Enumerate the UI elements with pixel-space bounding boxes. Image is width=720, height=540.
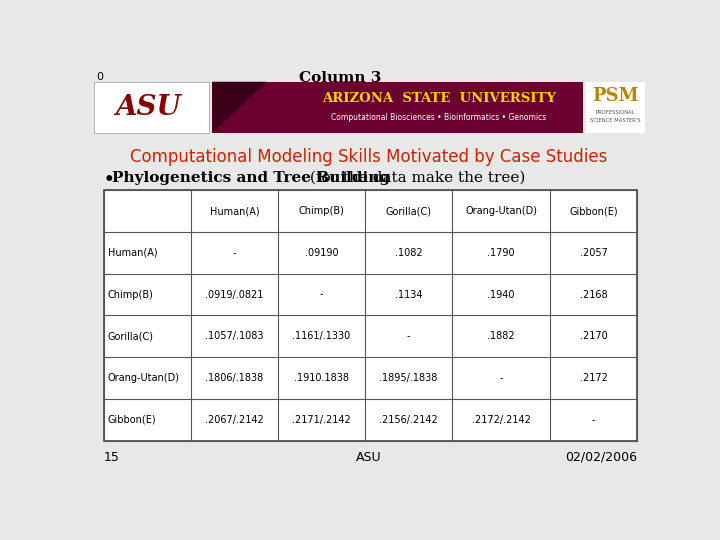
Text: ASU: ASU bbox=[356, 451, 382, 464]
Text: Orang-Utan(D): Orang-Utan(D) bbox=[465, 206, 537, 216]
Text: 15: 15 bbox=[104, 451, 120, 464]
Text: .2172: .2172 bbox=[580, 373, 608, 383]
Text: .0919/.0821: .0919/.0821 bbox=[205, 289, 264, 300]
Text: -: - bbox=[320, 289, 323, 300]
Text: Gorilla(C): Gorilla(C) bbox=[385, 206, 431, 216]
Text: .1790: .1790 bbox=[487, 248, 515, 258]
Text: .2156/.2142: .2156/.2142 bbox=[379, 415, 438, 424]
Text: .2057: .2057 bbox=[580, 248, 608, 258]
Text: ASU: ASU bbox=[115, 93, 181, 120]
Text: Gorilla(C): Gorilla(C) bbox=[108, 331, 154, 341]
Text: .09190: .09190 bbox=[305, 248, 338, 258]
Text: .1895/.1838: .1895/.1838 bbox=[379, 373, 438, 383]
Text: Chimp(B): Chimp(B) bbox=[108, 289, 153, 300]
Text: Chimp(B): Chimp(B) bbox=[299, 206, 344, 216]
Bar bbox=[94, 82, 209, 132]
Text: .1057/.1083: .1057/.1083 bbox=[205, 331, 264, 341]
Bar bbox=[586, 82, 645, 132]
Text: -: - bbox=[233, 248, 236, 258]
Text: .1134: .1134 bbox=[395, 289, 422, 300]
Text: -: - bbox=[592, 415, 595, 424]
Text: Phylogenetics and Tree Building: Phylogenetics and Tree Building bbox=[112, 171, 390, 185]
Text: -: - bbox=[407, 331, 410, 341]
Text: .2170: .2170 bbox=[580, 331, 608, 341]
Text: PROFESSIONAL: PROFESSIONAL bbox=[595, 110, 635, 115]
Text: Orang-Utan(D): Orang-Utan(D) bbox=[108, 373, 180, 383]
Text: 02/02/2006: 02/02/2006 bbox=[565, 451, 637, 464]
Text: .1940: .1940 bbox=[487, 289, 515, 300]
Text: .1082: .1082 bbox=[395, 248, 422, 258]
Text: .2067/.2142: .2067/.2142 bbox=[205, 415, 264, 424]
Text: Computational Modeling Skills Motivated by Case Studies: Computational Modeling Skills Motivated … bbox=[130, 148, 608, 166]
Text: SCIENCE MASTER'S: SCIENCE MASTER'S bbox=[590, 118, 641, 123]
Text: .2171/.2142: .2171/.2142 bbox=[292, 415, 351, 424]
Text: •: • bbox=[104, 171, 114, 189]
Text: .1882: .1882 bbox=[487, 331, 515, 341]
Text: Gibbon(E): Gibbon(E) bbox=[570, 206, 618, 216]
Text: .1161/.1330: .1161/.1330 bbox=[292, 331, 351, 341]
Text: Column 3: Column 3 bbox=[300, 71, 382, 85]
Text: Human(A): Human(A) bbox=[210, 206, 259, 216]
Text: -: - bbox=[499, 373, 503, 383]
Text: .1910.1838: .1910.1838 bbox=[294, 373, 349, 383]
Text: .2168: .2168 bbox=[580, 289, 608, 300]
Text: Gibbon(E): Gibbon(E) bbox=[108, 415, 156, 424]
Text: Human(A): Human(A) bbox=[108, 248, 158, 258]
Text: .2172/.2142: .2172/.2142 bbox=[472, 415, 531, 424]
Text: 0: 0 bbox=[96, 72, 103, 83]
Bar bbox=[104, 190, 637, 441]
Polygon shape bbox=[212, 82, 266, 132]
Text: ARIZONA  STATE  UNIVERSITY: ARIZONA STATE UNIVERSITY bbox=[322, 92, 556, 105]
Bar bbox=[212, 82, 583, 132]
Text: PSM: PSM bbox=[592, 86, 639, 105]
Text: Computational Biosciences • Bioinformatics • Genomics: Computational Biosciences • Bioinformati… bbox=[331, 113, 546, 122]
Text: (for the data make the tree): (for the data make the tree) bbox=[305, 171, 526, 185]
Text: .1806/.1838: .1806/.1838 bbox=[205, 373, 264, 383]
